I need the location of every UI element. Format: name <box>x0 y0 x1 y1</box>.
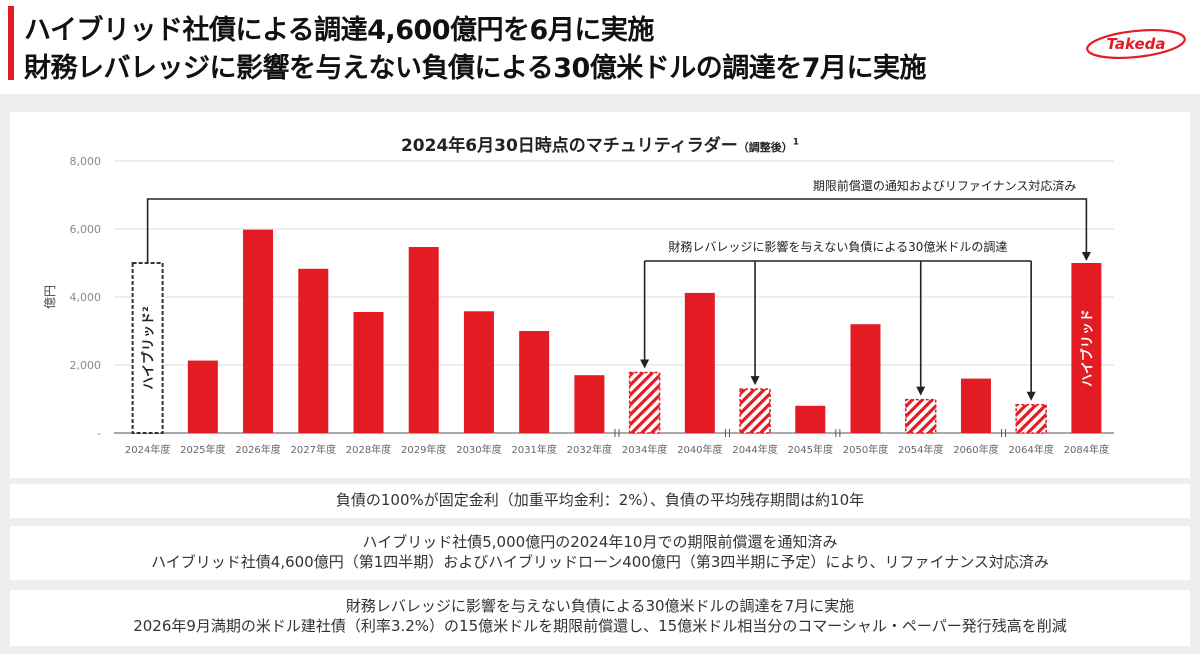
bar <box>684 292 715 433</box>
y-tick-label: 8,000 <box>70 155 102 168</box>
bar <box>298 268 329 433</box>
bar <box>408 247 439 433</box>
slide-header: ハイブリッド社債による調達4,600億円を6月に実施 財務レバレッジに影響を与え… <box>0 0 1200 94</box>
bar <box>850 324 881 433</box>
bar-hatched <box>628 371 661 434</box>
usd-funding-arrowhead <box>750 376 760 386</box>
chart-title-main: 2024年6月30日時点のマチュリティラダー <box>400 136 738 156</box>
y-tick-label: 6,000 <box>70 223 102 236</box>
note-box-hybrid-refinance: ハイブリッド社債5,000億円の2024年10月での期限前償還を通知済み ハイブ… <box>10 526 1190 580</box>
slide-title-line1: ハイブリッド社債による調達4,600億円を6月に実施 <box>24 15 654 46</box>
usd-funding-arrowhead <box>916 386 926 396</box>
chart-title-footnote: 1 <box>792 137 800 148</box>
refinance-arrowhead <box>1081 252 1091 261</box>
bar <box>243 229 274 433</box>
x-tick-label: 2040年度 <box>677 443 722 456</box>
x-tick-label: 2024年度 <box>125 443 170 456</box>
chart-panel: 2024年6月30日時点のマチュリティラダー（調整後）1 - 2,000 4,000… <box>10 112 1190 478</box>
bar-label: ハイブリッド² <box>141 306 157 389</box>
x-tick-label: 2030年度 <box>456 443 501 456</box>
note-box-fixed-rate: 負債の100%が固定金利（加重平均金利：2%）、負債の平均残存期間は約10年 <box>10 484 1190 518</box>
x-tick-label: 2050年度 <box>843 443 888 456</box>
x-tick-label: 2027年度 <box>291 443 336 456</box>
logo-text: Takeda <box>1106 35 1165 53</box>
x-tick-label: 2045年度 <box>788 443 833 456</box>
chart-title-note: （調整後） <box>737 141 793 154</box>
usd-funding-arrowhead <box>1026 391 1036 401</box>
note-box2-line2: ハイブリッド社債4,600億円（第1四半期）およびハイブリッドローン400億円（… <box>151 553 1049 571</box>
y-tick-label: - <box>97 427 101 440</box>
annotation-usd-funding: 財務レバレッジに影響を与えない負債による30億米ドルの調達 <box>668 239 1007 254</box>
bar <box>1071 263 1102 433</box>
x-tick-label: 2031年度 <box>511 443 556 456</box>
bar <box>519 331 550 433</box>
x-tick-label: 2028年度 <box>346 443 391 456</box>
note-box3-line2: 2026年9月満期の米ドル建社債（利率3.2%）の15億米ドルを期限前償還し、1… <box>133 617 1067 635</box>
bar <box>795 405 826 433</box>
bar-hatched <box>739 388 771 434</box>
note-box-usd-funding: 財務レバレッジに影響を与えない負債による30億米ドルの調達を7月に実施 2026… <box>10 590 1190 646</box>
x-tick-label: 2054年度 <box>898 443 943 456</box>
x-tick-label: 2032年度 <box>567 443 612 456</box>
chart-title: 2024年6月30日時点のマチュリティラダー（調整後）1 <box>10 131 1190 156</box>
bar <box>187 360 218 433</box>
x-tick-label: 2084年度 <box>1064 443 1109 456</box>
takeda-logo: Takeda <box>1086 28 1186 60</box>
slide-title-line2: 財務レバレッジに影響を与えない負債による30億米ドルの調達を7月に実施 <box>24 53 927 84</box>
x-tick-label: 2025年度 <box>180 443 225 456</box>
bar-label: ハイブリッド <box>1079 309 1095 387</box>
x-tick-label: 2026年度 <box>235 443 280 456</box>
bar-hatched <box>1015 404 1047 434</box>
refinance-bracket <box>146 198 1088 263</box>
bar <box>960 378 991 433</box>
y-tick-label: 4,000 <box>70 291 102 304</box>
note-box2-line1: ハイブリッド社債5,000億円の2024年10月での期限前償還を通知済み <box>362 533 838 551</box>
x-tick-label: 2060年度 <box>953 443 998 456</box>
x-tick-label: 2034年度 <box>622 443 667 456</box>
x-tick-label: 2029年度 <box>401 443 446 456</box>
y-tick-label: 2,000 <box>70 359 102 372</box>
title-accent-bar <box>8 6 14 80</box>
x-tick-label: 2064年度 <box>1008 443 1053 456</box>
bar-hatched <box>904 398 937 434</box>
note-box3-line1: 財務レバレッジに影響を与えない負債による30億米ドルの調達を7月に実施 <box>345 597 855 615</box>
note-box1-text: 負債の100%が固定金利（加重平均金利：2%）、負債の平均残存期間は約10年 <box>335 491 865 509</box>
y-axis-label: 億円 <box>43 285 57 309</box>
usd-funding-arrowhead <box>640 359 650 369</box>
bar <box>463 311 494 433</box>
x-tick-label: 2044年度 <box>732 443 777 456</box>
bar <box>353 311 384 433</box>
annotation-refinance: 期限前償還の通知およびリファイナンス対応済み <box>813 178 1077 193</box>
bar <box>574 375 605 433</box>
